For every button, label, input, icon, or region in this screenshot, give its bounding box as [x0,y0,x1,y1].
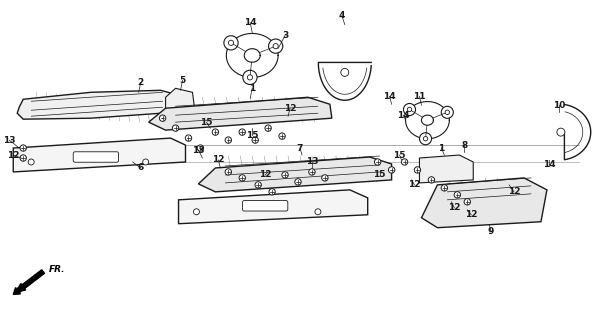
Text: 11: 11 [413,92,426,101]
Text: 9: 9 [488,227,494,236]
Text: 14: 14 [244,18,256,27]
Text: 7: 7 [297,144,303,153]
Text: 12: 12 [7,150,20,160]
Circle shape [197,145,204,151]
Circle shape [193,209,199,215]
Text: 12: 12 [284,104,297,113]
Circle shape [404,103,416,116]
Circle shape [185,135,192,141]
Polygon shape [198,157,392,192]
Circle shape [441,185,447,191]
Polygon shape [179,190,368,224]
Circle shape [228,40,234,45]
Circle shape [341,68,349,76]
Text: FR.: FR. [49,265,66,274]
Circle shape [273,44,279,49]
Circle shape [295,179,301,185]
Circle shape [225,169,231,175]
Text: 10: 10 [553,101,565,110]
Text: 12: 12 [259,171,271,180]
Text: 12: 12 [409,180,420,189]
Circle shape [428,177,435,183]
Text: 14: 14 [383,92,396,101]
Polygon shape [419,155,473,183]
Polygon shape [13,138,186,172]
Text: 3: 3 [282,31,288,40]
Circle shape [268,39,283,53]
Circle shape [407,107,412,112]
Polygon shape [149,97,332,130]
Text: 4: 4 [338,11,345,20]
Circle shape [464,199,470,205]
Circle shape [173,125,179,131]
Circle shape [388,167,395,173]
Circle shape [279,133,285,139]
Circle shape [415,167,420,173]
Circle shape [20,145,26,151]
Circle shape [423,137,428,141]
Polygon shape [422,178,547,228]
Circle shape [212,129,219,135]
Circle shape [239,129,246,135]
Text: 12: 12 [465,210,477,219]
Circle shape [252,137,258,143]
Circle shape [225,137,231,143]
Polygon shape [17,90,179,119]
Circle shape [243,70,257,84]
Text: 13: 13 [305,157,318,166]
Circle shape [557,128,565,136]
Circle shape [322,175,328,181]
Text: 14: 14 [543,160,555,170]
Circle shape [247,75,253,80]
Circle shape [441,106,453,118]
Circle shape [401,159,408,165]
FancyArrow shape [13,270,44,294]
Circle shape [445,110,449,115]
Text: 8: 8 [461,140,467,149]
Text: 12: 12 [448,203,461,212]
Text: 2: 2 [138,78,144,87]
Polygon shape [165,88,195,112]
Text: 14: 14 [397,111,410,120]
Circle shape [282,172,288,178]
Circle shape [265,125,271,131]
Text: 12: 12 [212,156,225,164]
Text: 1: 1 [249,84,255,93]
Circle shape [159,115,166,121]
FancyBboxPatch shape [243,201,288,211]
Circle shape [143,159,149,165]
Circle shape [255,182,261,188]
Text: 13: 13 [3,136,16,145]
Text: 5: 5 [179,76,186,85]
Text: 6: 6 [138,164,144,172]
Text: 12: 12 [508,188,521,196]
Circle shape [28,159,34,165]
FancyBboxPatch shape [73,152,119,162]
Circle shape [374,159,381,165]
Circle shape [419,133,431,145]
Text: 15: 15 [246,131,258,140]
Text: 15: 15 [200,118,213,127]
Text: 1: 1 [438,144,444,153]
Circle shape [315,209,321,215]
Text: 15: 15 [394,150,406,160]
Text: 15: 15 [373,171,386,180]
Circle shape [269,189,276,195]
Circle shape [224,36,238,50]
Circle shape [454,192,461,198]
Circle shape [308,169,315,175]
Text: 13: 13 [192,146,205,155]
Circle shape [20,155,26,161]
Circle shape [239,175,246,181]
